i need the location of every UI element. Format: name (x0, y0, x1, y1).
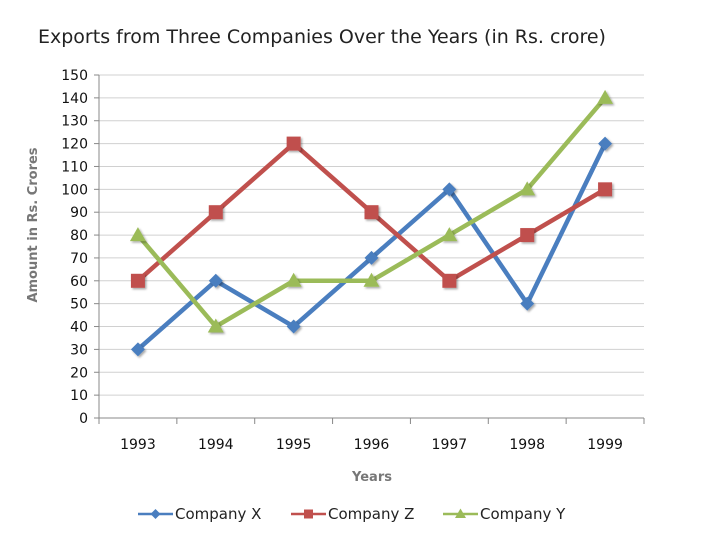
y-tick-label: 150 (61, 68, 88, 84)
data-point (520, 228, 535, 243)
legend-label: Company Z (328, 505, 414, 523)
data-point (442, 182, 457, 197)
x-tick-label: 1997 (432, 437, 468, 453)
data-point (598, 136, 613, 151)
data-point (286, 136, 301, 151)
y-tick-label: 40 (70, 320, 88, 336)
legend-marker (150, 509, 161, 519)
data-point (208, 205, 223, 220)
data-point (130, 342, 145, 357)
data-point (598, 182, 613, 197)
x-tick-label: 1998 (509, 437, 545, 453)
data-point (442, 273, 457, 288)
data-point (597, 89, 614, 104)
legend-item: Company Y (443, 505, 566, 523)
series-3 (129, 89, 614, 333)
y-tick-label: 140 (61, 91, 88, 107)
y-tick-label: 10 (70, 388, 88, 404)
y-tick-label: 60 (70, 274, 88, 290)
legend-item: Company Z (291, 505, 414, 523)
x-tick-label: 1996 (354, 437, 390, 453)
data-point (519, 181, 536, 196)
data-point (286, 319, 301, 334)
y-tick-label: 50 (70, 297, 88, 313)
series-1 (130, 136, 613, 357)
legend-marker (455, 508, 466, 518)
y-tick-label: 30 (70, 342, 88, 358)
data-point (363, 272, 380, 287)
data-point (129, 227, 146, 242)
y-tick-label: 80 (70, 228, 88, 244)
y-tick-label: 100 (61, 182, 88, 198)
series-2 (130, 136, 613, 288)
y-tick-label: 130 (61, 114, 88, 130)
legend-label: Company Y (480, 505, 566, 523)
x-tick-label: 1993 (120, 437, 156, 453)
y-tick-label: 0 (79, 411, 88, 427)
y-tick-label: 120 (61, 137, 88, 153)
x-tick-label: 1994 (198, 437, 234, 453)
x-tick-label: 1999 (587, 437, 623, 453)
data-point (285, 272, 302, 287)
data-point (441, 227, 458, 242)
chart-title: Exports from Three Companies Over the Ye… (38, 26, 606, 48)
legend-marker (304, 509, 313, 519)
y-tick-label: 110 (61, 159, 88, 175)
y-tick-label: 20 (70, 365, 88, 381)
x-axis-title: Years (351, 470, 392, 485)
legend-item: Company X (138, 505, 261, 523)
y-tick-label: 90 (70, 205, 88, 221)
data-point (364, 205, 379, 220)
data-point (130, 273, 145, 288)
legend-label: Company X (175, 505, 261, 523)
data-point (520, 296, 535, 311)
legend: Company X Company Z Company Y (138, 505, 566, 523)
y-tick-label: 70 (70, 251, 88, 267)
data-point (208, 273, 223, 288)
data-point (207, 318, 224, 333)
axes: 0 10 20 30 40 50 60 70 80 90 100 110 120 130 140 150 199… (61, 68, 645, 453)
x-tick-label: 1995 (276, 437, 312, 453)
data-point (364, 250, 379, 265)
series-group (129, 89, 614, 357)
y-axis-title: Amount in Rs. Crores (26, 147, 41, 302)
